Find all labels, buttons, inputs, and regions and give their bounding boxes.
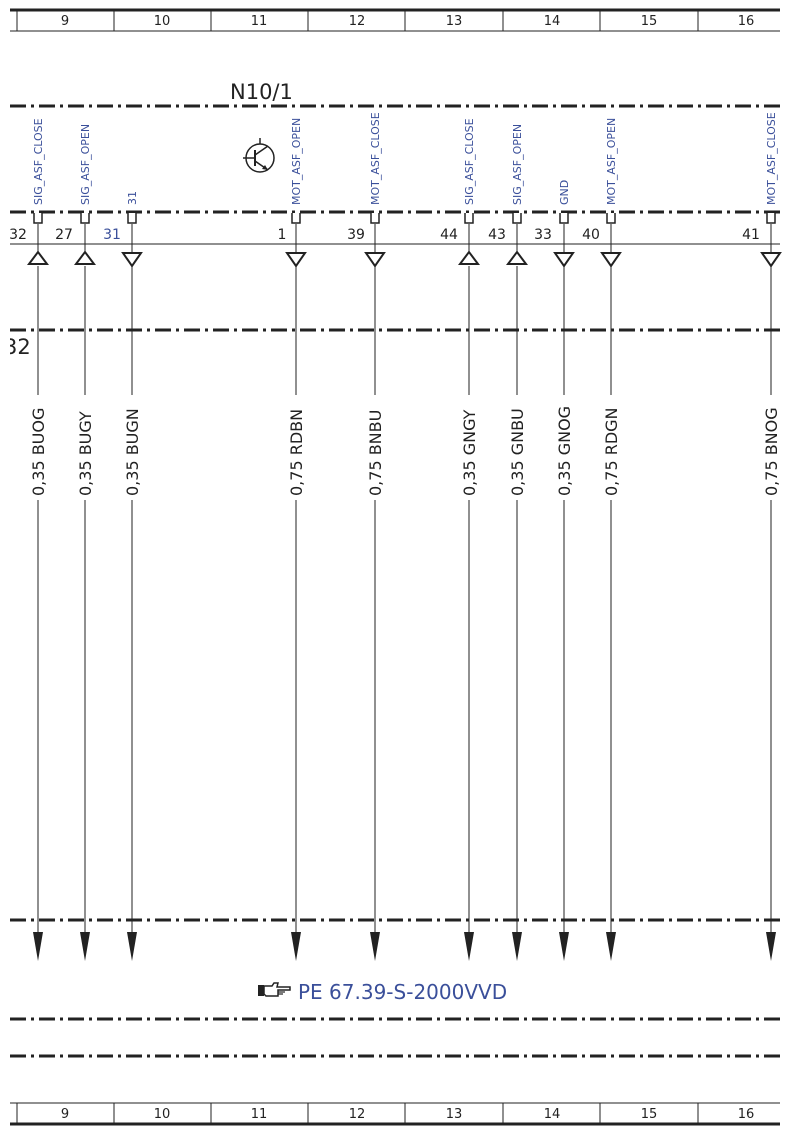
wire-end-arrow-icon xyxy=(127,932,137,961)
output-arrow-icon xyxy=(121,252,143,268)
pin-number: 33 xyxy=(534,227,552,243)
input-arrow-icon xyxy=(506,250,528,265)
top-column-label: 14 xyxy=(544,14,561,29)
bottom-column-ruler: 9 10 11 12 13 14 15 16 xyxy=(10,1102,780,1126)
signal-label: MOT_ASF_OPEN xyxy=(290,118,303,205)
pin-33[interactable]: GND 33 0,35 GNOG xyxy=(534,180,575,961)
wire-label: 0,75 RDGN xyxy=(602,407,621,496)
top-column-label: 9 xyxy=(61,14,69,29)
wire-label: 0,75 BNBU xyxy=(366,410,385,496)
pin-number: 39 xyxy=(347,227,365,243)
wire-end-arrow-icon xyxy=(606,932,616,961)
bottom-column-label: 13 xyxy=(446,1107,463,1122)
pin-number: 32 xyxy=(9,227,27,243)
wire-end-arrow-icon xyxy=(370,932,380,961)
pin-43[interactable]: SIG_ASF_OPEN 43 0,35 GNBU xyxy=(488,124,528,961)
output-arrow-icon xyxy=(553,252,575,268)
pin-number: 31 xyxy=(103,227,121,243)
signal-label: GND xyxy=(558,180,571,205)
connector-pin-icon xyxy=(291,213,301,224)
pin-number: 40 xyxy=(582,227,600,243)
signal-label: SIG_ASF_OPEN xyxy=(79,124,92,205)
transistor-icon xyxy=(243,138,275,173)
bottom-column-label: 9 xyxy=(61,1107,69,1122)
top-column-label: 16 xyxy=(738,14,755,29)
connector-pin-icon xyxy=(127,213,137,224)
output-arrow-icon xyxy=(760,252,782,268)
signal-label: 31 xyxy=(126,191,139,205)
cross-reference[interactable]: PE 67.39-S-2000VVD xyxy=(258,980,507,1004)
cross-reference-text[interactable]: PE 67.39-S-2000VVD xyxy=(298,980,507,1004)
wire-label: 0,35 BUGY xyxy=(76,411,95,496)
wire-end-arrow-icon xyxy=(766,932,776,961)
top-column-label: 10 xyxy=(154,14,171,29)
top-column-label: 13 xyxy=(446,14,463,29)
top-column-label: 11 xyxy=(251,14,268,29)
input-arrow-icon xyxy=(458,250,480,265)
pin-44[interactable]: SIG_ASF_CLOSE 44 0,35 GNGY xyxy=(440,118,480,961)
pin-number: 43 xyxy=(488,227,506,243)
wire-end-arrow-icon xyxy=(33,932,43,961)
wire-end-arrow-icon xyxy=(291,932,301,961)
signal-label: SIG_ASF_CLOSE xyxy=(32,118,45,205)
bottom-column-label: 11 xyxy=(251,1107,268,1122)
signal-label: MOT_ASF_OPEN xyxy=(605,118,618,205)
pin-32[interactable]: SIG_ASF_CLOSE 32 0,35 BUOG xyxy=(9,118,49,961)
output-arrow-icon xyxy=(364,252,386,268)
wire-end-arrow-icon xyxy=(559,932,569,961)
wire-label: 0,35 GNGY xyxy=(460,409,479,496)
connector-pin-icon xyxy=(80,213,90,224)
pin-1[interactable]: MOT_ASF_OPEN 1 0,75 RDBN xyxy=(278,118,307,961)
top-column-label: 15 xyxy=(641,14,658,29)
bottom-column-label: 10 xyxy=(154,1107,171,1122)
input-arrow-icon xyxy=(27,250,49,265)
adjacent-component-label: 32 xyxy=(4,335,31,359)
wire-label: 0,75 RDBN xyxy=(287,409,306,496)
connector-pin-icon xyxy=(512,213,522,224)
connector-pin-icon xyxy=(33,213,43,224)
top-column-ruler: 9 10 11 12 13 14 15 16 xyxy=(10,8,780,32)
wire-label: 0,35 BUOG xyxy=(29,408,48,496)
wire-end-arrow-icon xyxy=(512,932,522,961)
connector-pin-icon xyxy=(370,213,380,224)
bottom-column-label: 15 xyxy=(641,1107,658,1122)
connector-pin-icon xyxy=(766,213,776,224)
signal-label: MOT_ASF_CLOSE xyxy=(765,112,778,205)
wire-label: 0,35 GNOG xyxy=(555,406,574,496)
pin-41[interactable]: MOT_ASF_CLOSE 41 0,75 BNOG xyxy=(742,112,782,961)
wire-end-arrow-icon xyxy=(80,932,90,961)
pin-number: 27 xyxy=(55,227,73,243)
pin-number: 44 xyxy=(440,227,458,243)
pin-number: 41 xyxy=(742,227,760,243)
connector-pin-icon xyxy=(606,213,616,224)
pointing-hand-icon xyxy=(258,982,291,997)
output-arrow-icon xyxy=(600,252,622,268)
signal-label: MOT_ASF_CLOSE xyxy=(369,112,382,205)
pin-31[interactable]: 31 31 0,35 BUGN xyxy=(103,191,143,961)
wire-end-arrow-icon xyxy=(464,932,474,961)
bottom-column-label: 12 xyxy=(349,1107,366,1122)
connector-pin-icon xyxy=(559,213,569,224)
pin-number: 1 xyxy=(278,227,287,243)
pin-40[interactable]: MOT_ASF_OPEN 40 0,75 RDGN xyxy=(582,118,622,961)
pins-group: SIG_ASF_CLOSE 32 0,35 BUOG SIG_ASF_OPEN 27 0,… xyxy=(9,112,782,961)
wire-label: 0,75 BNOG xyxy=(762,407,781,496)
bottom-column-label: 16 xyxy=(738,1107,755,1122)
component-title: N10/1 xyxy=(230,80,293,104)
bottom-column-label: 14 xyxy=(544,1107,561,1122)
top-column-label: 12 xyxy=(349,14,366,29)
input-arrow-icon xyxy=(74,250,96,265)
output-arrow-icon xyxy=(285,252,307,268)
pin-39[interactable]: MOT_ASF_CLOSE 39 0,75 BNBU xyxy=(347,112,386,961)
wire-label: 0,35 BUGN xyxy=(123,408,142,496)
pin-27[interactable]: SIG_ASF_OPEN 27 0,35 BUGY xyxy=(55,124,96,961)
wire-label: 0,35 GNBU xyxy=(508,408,527,496)
signal-label: SIG_ASF_OPEN xyxy=(511,124,524,205)
signal-label: SIG_ASF_CLOSE xyxy=(463,118,476,205)
connector-pin-icon xyxy=(464,213,474,224)
